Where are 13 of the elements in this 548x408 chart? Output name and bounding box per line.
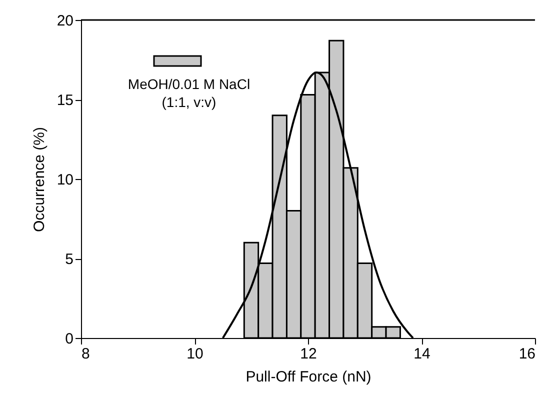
y-tick-label: 0 xyxy=(65,330,74,348)
x-tick-label: 12 xyxy=(300,346,317,362)
y-tick-label: 15 xyxy=(56,92,74,109)
x-axis-title: Pull-Off Force (nN) xyxy=(246,368,372,386)
x-tick-label: 16 xyxy=(518,346,536,362)
y-tick-label: 20 xyxy=(56,12,74,30)
x-tick-label: 8 xyxy=(82,346,90,362)
x-tick-label: 10 xyxy=(186,346,204,362)
x-tick-label: 14 xyxy=(414,346,430,362)
legend-label: MeOH/0.01 M NaCl (1:1, v:v) xyxy=(128,76,250,110)
y-axis-title: Occurrence (%) xyxy=(30,126,48,232)
y-tick-label: 5 xyxy=(65,251,74,268)
y-tick-label: 10 xyxy=(56,172,74,188)
